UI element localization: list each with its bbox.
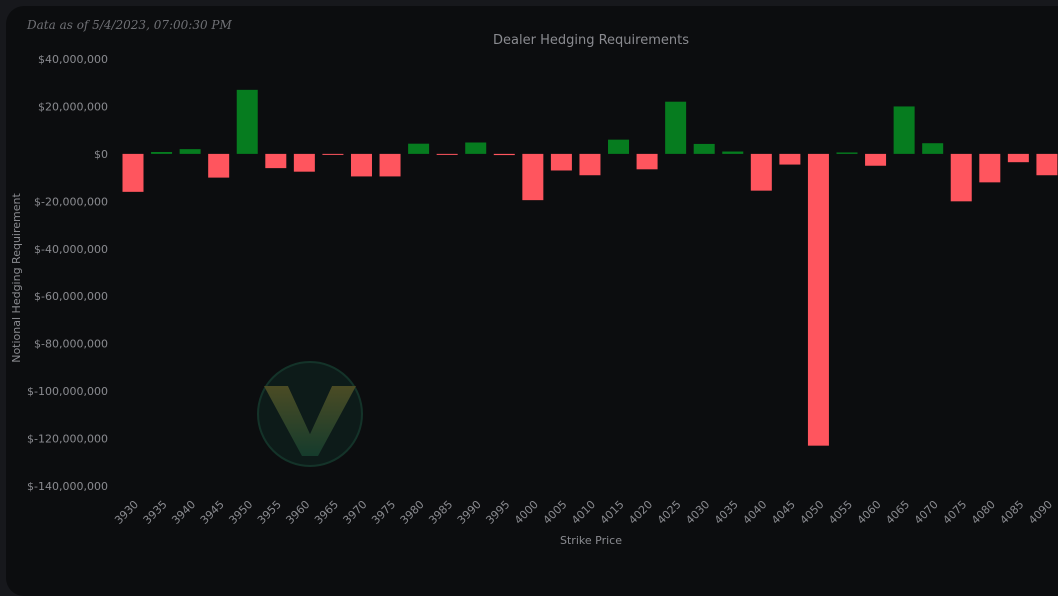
x-tick-label: 3945 bbox=[198, 498, 227, 527]
x-tick-label: 4025 bbox=[655, 498, 684, 527]
chart-panel: Data as of 5/4/2023, 07:00:30 PM Dealer … bbox=[6, 6, 1058, 596]
x-tick-label: 4000 bbox=[512, 498, 541, 527]
y-tick-label: $-120,000,000 bbox=[27, 433, 108, 446]
bar-3955[interactable] bbox=[265, 153, 287, 169]
bar-3930[interactable] bbox=[122, 153, 144, 192]
bar-4005[interactable] bbox=[550, 153, 572, 171]
bar-3950[interactable] bbox=[236, 89, 258, 154]
bar-4080[interactable] bbox=[979, 153, 1001, 183]
x-tick-label: 4040 bbox=[740, 498, 769, 527]
x-tick-label: 4060 bbox=[855, 498, 884, 527]
x-tick-label: 3930 bbox=[112, 498, 141, 527]
bar-3990[interactable] bbox=[465, 142, 487, 154]
bar-4020[interactable] bbox=[636, 153, 658, 170]
bar-4025[interactable] bbox=[665, 101, 687, 154]
bar-4045[interactable] bbox=[779, 153, 801, 165]
x-tick-label: 4005 bbox=[541, 498, 570, 527]
bar-3995[interactable] bbox=[493, 153, 515, 156]
bar-3975[interactable] bbox=[379, 153, 401, 177]
bar-3935[interactable] bbox=[151, 151, 173, 154]
x-tick-label: 4015 bbox=[598, 498, 627, 527]
chart-title: Dealer Hedging Requirements bbox=[493, 33, 689, 48]
x-tick-label: 3950 bbox=[226, 498, 255, 527]
x-tick-label: 4075 bbox=[940, 498, 969, 527]
bars bbox=[122, 89, 1058, 446]
x-tick-label: 3975 bbox=[369, 498, 398, 527]
y-axis: $40,000,000 $20,000,000 $0 $-20,000,000 $-40… bbox=[27, 53, 108, 493]
x-tick-label: 3990 bbox=[455, 498, 484, 527]
x-tick-label: 4085 bbox=[997, 498, 1026, 527]
x-tick-label: 4090 bbox=[1026, 498, 1055, 527]
x-tick-label: 4050 bbox=[798, 498, 827, 527]
x-tick-label: 3935 bbox=[141, 498, 170, 527]
x-tick-label: 4070 bbox=[912, 498, 941, 527]
bar-3965[interactable] bbox=[322, 153, 344, 155]
bar-4030[interactable] bbox=[693, 143, 715, 154]
bar-4000[interactable] bbox=[522, 153, 544, 201]
bar-4070[interactable] bbox=[922, 143, 944, 154]
x-tick-label: 3940 bbox=[169, 498, 198, 527]
x-tick-label: 3985 bbox=[426, 498, 455, 527]
x-tick-label: 3965 bbox=[312, 498, 341, 527]
y-tick-label: $-100,000,000 bbox=[27, 385, 108, 398]
x-tick-label: 3955 bbox=[255, 498, 284, 527]
y-axis-label: Notional Hedging Requirement bbox=[10, 193, 23, 363]
y-tick-label: $-20,000,000 bbox=[34, 195, 108, 208]
bar-4055[interactable] bbox=[836, 152, 858, 154]
bar-chart: $40,000,000 $20,000,000 $0 $-20,000,000 $-40… bbox=[10, 53, 1058, 547]
y-tick-label: $-80,000,000 bbox=[34, 338, 108, 351]
bar-4075[interactable] bbox=[950, 153, 972, 202]
bar-4035[interactable] bbox=[722, 151, 744, 154]
x-tick-label: 3980 bbox=[398, 498, 427, 527]
logo-watermark-icon bbox=[257, 361, 363, 467]
data-as-of-label: Data as of 5/4/2023, 07:00:30 PM bbox=[27, 18, 232, 32]
x-tick-label: 4020 bbox=[626, 498, 655, 527]
x-tick-label: 3970 bbox=[341, 498, 370, 527]
x-tick-label: 3995 bbox=[483, 498, 512, 527]
bar-3985[interactable] bbox=[436, 153, 458, 155]
bar-4050[interactable] bbox=[807, 153, 829, 446]
x-tick-label: 4030 bbox=[683, 498, 712, 527]
bar-4040[interactable] bbox=[750, 153, 772, 191]
bar-4090[interactable] bbox=[1036, 153, 1058, 176]
bar-4060[interactable] bbox=[865, 153, 887, 166]
x-tick-label: 3960 bbox=[283, 498, 312, 527]
bar-4065[interactable] bbox=[893, 106, 915, 154]
y-tick-label: $0 bbox=[94, 148, 108, 161]
y-tick-label: $-140,000,000 bbox=[27, 480, 108, 493]
bar-3940[interactable] bbox=[179, 149, 201, 154]
x-tick-label: 4010 bbox=[569, 498, 598, 527]
bar-4015[interactable] bbox=[608, 139, 630, 154]
bar-3970[interactable] bbox=[350, 153, 372, 177]
bar-3980[interactable] bbox=[408, 143, 430, 154]
y-tick-label: $-40,000,000 bbox=[34, 243, 108, 256]
y-tick-label: $40,000,000 bbox=[38, 53, 108, 66]
x-axis: 3930 3935 3940 3945 3950 3955 3960 3965 3970 3975… bbox=[112, 498, 1055, 527]
bar-4085[interactable] bbox=[1007, 153, 1029, 163]
y-tick-label: $-60,000,000 bbox=[34, 290, 108, 303]
x-tick-label: 4035 bbox=[712, 498, 741, 527]
x-tick-label: 4065 bbox=[883, 498, 912, 527]
x-tick-label: 4045 bbox=[769, 498, 798, 527]
x-axis-label: Strike Price bbox=[560, 534, 622, 547]
bar-4010[interactable] bbox=[579, 153, 601, 176]
x-tick-label: 4080 bbox=[969, 498, 998, 527]
bar-3945[interactable] bbox=[208, 153, 230, 178]
y-tick-label: $20,000,000 bbox=[38, 100, 108, 113]
x-tick-label: 4055 bbox=[826, 498, 855, 527]
bar-3960[interactable] bbox=[293, 153, 315, 172]
